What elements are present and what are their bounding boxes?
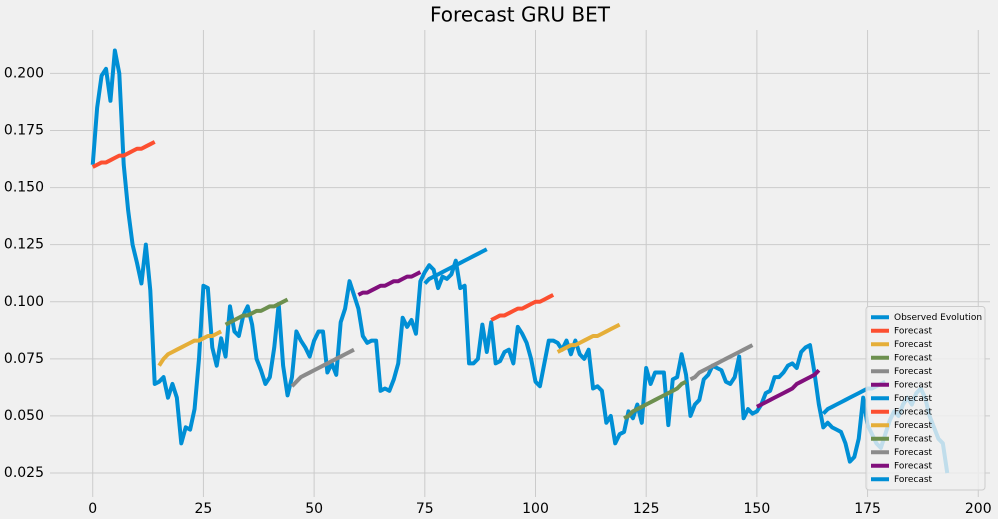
y-tick-label: 0.175: [4, 122, 44, 138]
series-line: [755, 368, 821, 409]
legend-label: Forecast: [894, 380, 933, 390]
legend-label: Forecast: [894, 475, 933, 485]
x-tick-label: 0: [88, 501, 97, 517]
legend-label: Forecast: [894, 367, 933, 377]
chart-title: Forecast GRU BET: [430, 3, 611, 27]
y-tick-label: 0.125: [4, 237, 44, 253]
x-tick-label: 125: [633, 501, 660, 517]
y-tick-label: 0.150: [4, 180, 44, 196]
legend-label: Forecast: [894, 461, 933, 471]
x-tick-label: 50: [305, 501, 323, 517]
legend-label: Observed Evolution: [894, 313, 982, 323]
legend-label: Forecast: [894, 434, 933, 444]
y-tick-label: 0.100: [4, 294, 44, 310]
series-line: [157, 329, 223, 367]
series-line: [224, 297, 289, 327]
legend-label: Forecast: [894, 407, 933, 417]
legend-box: [865, 306, 986, 491]
x-tick-label: 75: [416, 501, 434, 517]
series-line: [623, 379, 687, 420]
lines: [90, 48, 950, 474]
series-line: [423, 247, 488, 285]
x-tick-label: 100: [522, 501, 549, 517]
legend: Observed Evolution Forecast Forecast Foreca…: [865, 306, 986, 491]
x-tick-label: 200: [965, 501, 992, 517]
legend-label: Forecast: [894, 421, 933, 431]
series-line: [556, 322, 621, 354]
series-line: [90, 48, 950, 474]
legend-label: Forecast: [894, 340, 933, 350]
series-line: [490, 293, 555, 322]
series-line: [290, 347, 355, 388]
legend-label: Forecast: [894, 448, 933, 458]
grid: [50, 30, 990, 497]
y-tick-label: 0.025: [4, 465, 44, 481]
y-tick-label: 0.200: [4, 65, 44, 81]
y-tick-label: 0.075: [4, 351, 44, 367]
x-tick-label: 25: [195, 501, 213, 517]
series-line: [357, 270, 422, 297]
legend-label: Forecast: [894, 353, 933, 363]
x-tick-label: 175: [854, 501, 881, 517]
y-tick-label: 0.050: [4, 408, 44, 424]
series-line: [689, 343, 754, 382]
legend-label: Forecast: [894, 394, 933, 404]
series-line: [91, 140, 156, 169]
legend-label: Forecast: [894, 326, 933, 336]
x-tick-label: 150: [744, 501, 771, 517]
